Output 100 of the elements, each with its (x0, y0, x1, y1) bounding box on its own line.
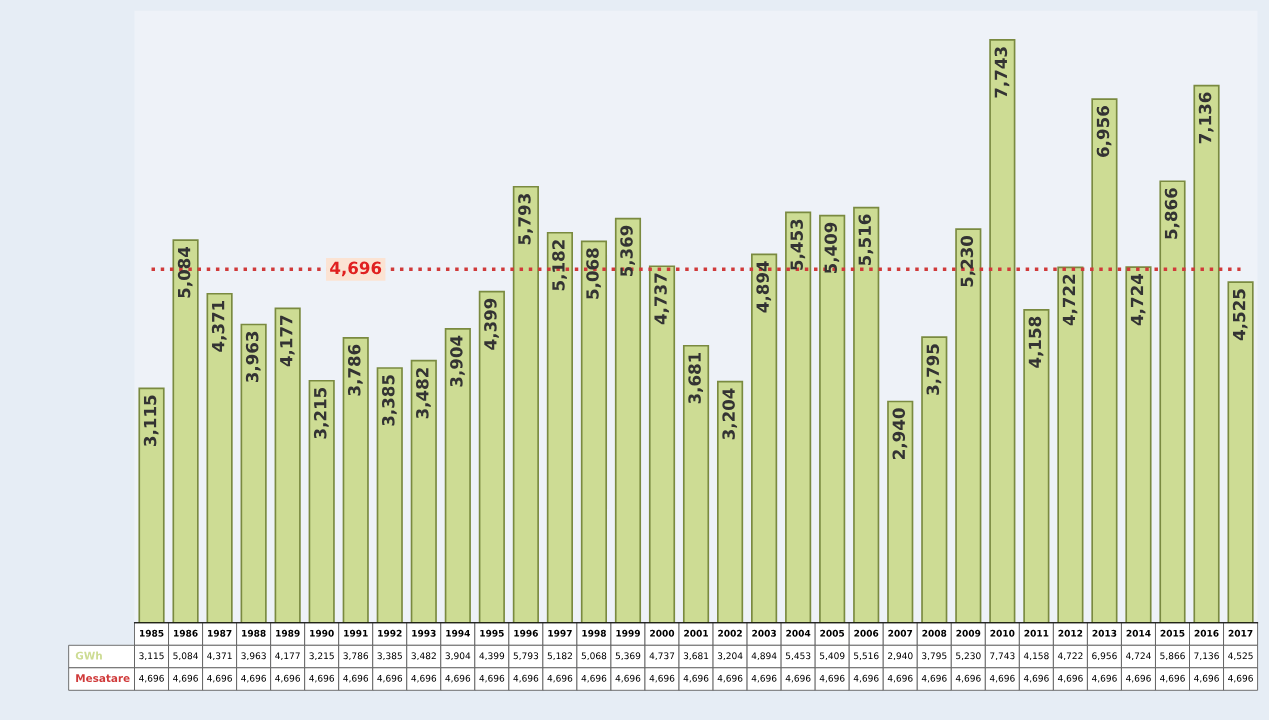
data-label: 4,696 (1023, 674, 1049, 683)
data-label: 3,963 (241, 652, 266, 661)
text: 5,866 (1164, 188, 1180, 239)
text: 5,068 (586, 248, 601, 299)
text: 4,177 (280, 315, 295, 367)
text: 4,722 (1062, 274, 1078, 326)
x-tick-label: 1995 (480, 629, 504, 637)
x-tick-label: 1987 (208, 629, 232, 637)
data-label: 7,743 (990, 652, 1015, 661)
x-tick-label: 2007 (888, 629, 913, 637)
x-tick-label: 1989 (276, 629, 300, 637)
x-tick-label: 1992 (378, 629, 402, 637)
data-label: 4,696 (479, 674, 505, 683)
text: 3,795 (926, 344, 942, 395)
text: 3,963 (245, 331, 261, 383)
x-tick-label: 1993 (412, 629, 436, 637)
x-tick-label: 1999 (616, 629, 640, 637)
data-label: 4,696 (411, 674, 437, 683)
text: 5,084 (177, 246, 193, 298)
data-label: 5,084 (173, 652, 198, 661)
data-label: 4,696 (275, 674, 301, 683)
data-label: 5,866 (1160, 652, 1185, 661)
text: 3,385 (381, 375, 397, 426)
x-tick-label: 2014 (1126, 629, 1151, 637)
x-tick-label: 2004 (786, 629, 811, 637)
data-label: 4,696 (581, 674, 607, 683)
text: 3,115 (143, 395, 159, 446)
text: 5,182 (552, 240, 567, 291)
x-tick-label: 2010 (990, 629, 1015, 637)
text: 7,743 (994, 47, 1010, 98)
x-tick-label: 1997 (548, 629, 572, 637)
x-tick-label: 1986 (174, 629, 198, 637)
text: 3,215 (313, 387, 329, 439)
data-label: 4,724 (1125, 652, 1151, 661)
text: 4,158 (1028, 316, 1044, 368)
data-label: 4,696 (1194, 674, 1219, 683)
x-tick-label: 2009 (956, 629, 981, 637)
x-tick-label: 2015 (1160, 629, 1185, 637)
data-label: 4,696 (241, 674, 266, 683)
x-tick-label: 1988 (242, 629, 266, 637)
text: 6,956 (1096, 106, 1112, 157)
data-label: 4,696 (989, 674, 1015, 683)
data-label: 4,696 (1057, 674, 1083, 683)
x-tick-label: 2008 (922, 629, 947, 637)
text: 3,482 (416, 368, 431, 419)
data-label: 3,115 (139, 652, 164, 661)
text: 5,369 (620, 225, 635, 277)
data-label: 4,696 (683, 674, 709, 683)
data-label: 4,177 (275, 652, 300, 661)
data-label: 4,696 (1091, 674, 1117, 683)
data-label: 4,696 (207, 674, 232, 683)
data-label: 4,696 (445, 674, 471, 683)
text: 4,894 (756, 261, 772, 313)
data-label: 4,696 (853, 674, 879, 683)
x-tick-label: 2012 (1058, 629, 1083, 637)
data-label: 4,696 (309, 674, 335, 683)
data-label: 5,516 (853, 652, 879, 661)
data-label: 3,385 (377, 652, 402, 661)
x-tick-label: 2003 (752, 629, 776, 637)
data-label: 4,722 (1057, 652, 1083, 661)
text: 4,737 (654, 273, 669, 325)
x-tick-label: 1991 (344, 629, 368, 637)
x-tick-label: 2013 (1092, 629, 1117, 637)
text: Mesatare (76, 674, 130, 683)
data-label: 3,215 (309, 652, 334, 661)
text: 4,724 (1130, 273, 1146, 326)
data-label: 5,230 (956, 652, 981, 661)
data-label: 3,482 (411, 652, 436, 661)
data-label: 6,956 (1092, 652, 1117, 661)
x-tick-label: 2006 (854, 629, 879, 637)
data-label: 4,525 (1228, 652, 1253, 661)
x-tick-label: 2011 (1024, 629, 1049, 637)
x-tick-label: 1985 (139, 629, 164, 637)
data-label: 4,696 (377, 674, 403, 683)
text: 3,904 (450, 335, 465, 387)
data-label: 3,904 (445, 652, 471, 661)
x-tick-label: 2002 (718, 629, 742, 637)
data-label: 3,786 (343, 652, 369, 661)
data-label: 4,696 (649, 674, 675, 683)
data-label: 4,696 (139, 674, 164, 683)
data-label: 2,940 (887, 652, 913, 661)
data-label: 4,737 (649, 652, 675, 661)
x-tick-label: 2017 (1228, 629, 1253, 637)
data-label: 3,681 (683, 652, 709, 661)
text: 3,786 (347, 344, 363, 396)
data-label: 4,696 (343, 674, 369, 683)
data-label: 4,696 (1228, 674, 1253, 683)
text: 4,399 (484, 298, 499, 350)
data-label: 4,696 (921, 674, 947, 683)
data-label: 3,204 (717, 652, 743, 661)
text: 5,409 (824, 222, 840, 274)
text: 5,453 (790, 219, 806, 270)
data-label: 4,696 (1160, 674, 1185, 683)
data-label: 4,696 (955, 674, 981, 683)
x-tick-label: 1996 (514, 629, 538, 637)
x-tick-label: 2000 (650, 629, 675, 637)
text: 5,230 (960, 235, 976, 287)
data-label: 4,696 (173, 674, 198, 683)
annotation: 4,696 (330, 261, 382, 277)
text: 4,525 (1232, 289, 1248, 341)
